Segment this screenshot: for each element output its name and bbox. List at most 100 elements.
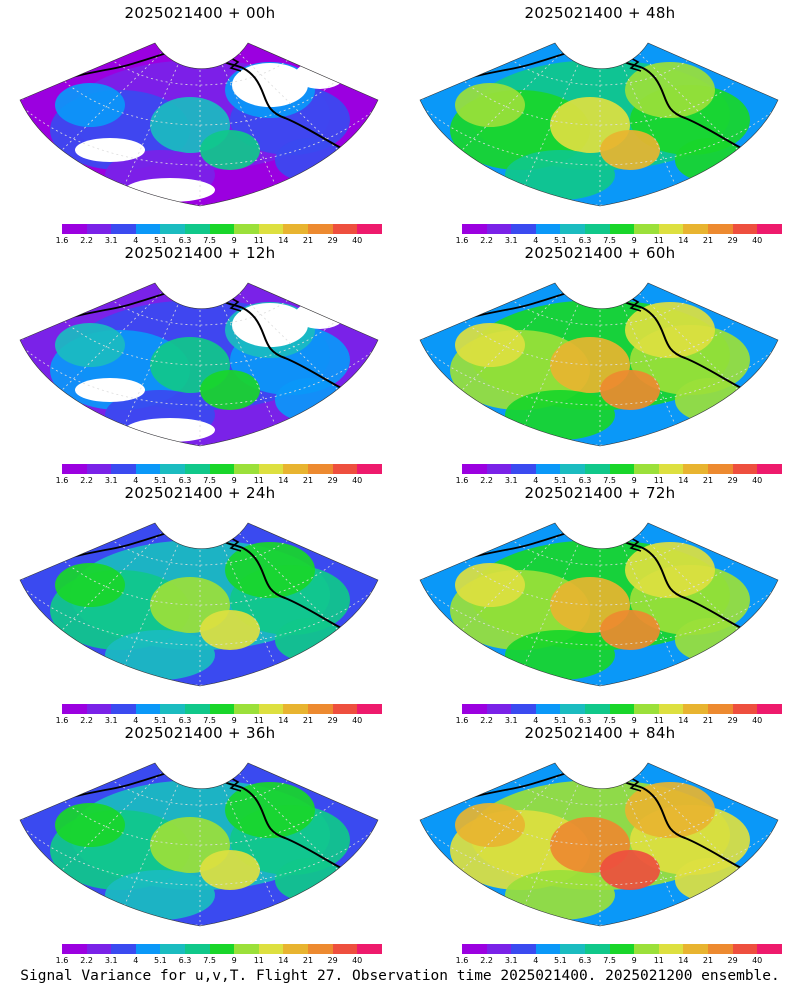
colorbar-swatch [160,704,185,714]
forecast-panel: 2025021400 + 00h 1.6 2.2 3.1 4 5.1 6.3 7.5 9 11 14… [0,0,400,245]
colorbar-swatch [560,944,585,954]
colorbar-tick-label: 40 [352,236,363,245]
colorbar-tick-label: 6.3 [178,236,192,245]
colorbar-tick-label: 9 [231,236,237,245]
colorbar-tick-label: 1.6 [55,476,69,485]
colorbar-labels: 1.6 2.2 3.1 4 5.1 6.3 7.5 9 11 14 21 29 40 [456,236,763,248]
colorbar-tick-label: 6.3 [178,956,192,965]
colorbar-tick-label: 11 [253,476,264,485]
colorbar-tick-label: 7.5 [603,716,616,725]
colorbar-tick-label: 3.1 [504,956,518,965]
colorbar-swatch [560,704,585,714]
colorbar-swatch [462,704,487,714]
forecast-panel: 2025021400 + 84h 1.6 2.2 3.1 4 5.1 6.3 7.5 9 11 14… [400,720,800,965]
colorbar-tick-label: 3.1 [504,236,518,245]
colorbar-swatch [609,224,635,234]
colorbar-tick-label: 5.1 [154,716,167,725]
colorbar-tick-label: 1.6 [55,716,69,725]
colorbar-tick-label: 9 [231,956,237,965]
colorbar-swatch [486,704,512,714]
colorbar-swatch [332,464,358,474]
colorbar-tick-label: 5.1 [554,716,567,725]
colorbar-tick-label: 3.1 [104,476,118,485]
colorbar-swatch [307,464,333,474]
colorbar-swatch [209,224,235,234]
colorbar-swatch [634,224,659,234]
colorbar-swatch [511,944,536,954]
colorbar [462,944,782,954]
colorbar-tick-label: 2.2 [80,476,93,485]
colorbar-tick-label: 7.5 [603,236,616,245]
colorbar-tick-label: 4 [133,236,139,245]
colorbar-labels: 1.6 2.2 3.1 4 5.1 6.3 7.5 9 11 14 21 29 40 [456,956,763,968]
colorbar-tick-label: 40 [752,716,763,725]
colorbar-tick-label: 4 [533,956,539,965]
colorbar-tick-label: 3.1 [104,956,118,965]
polar-stereo-map [419,282,779,447]
colorbar-labels: 1.6 2.2 3.1 4 5.1 6.3 7.5 9 11 14 21 29 40 [56,716,363,728]
forecast-panel: 2025021400 + 24h 1.6 2.2 3.1 4 5.1 6.3 7.5 9 11 14… [0,480,400,725]
forecast-panel: 2025021400 + 72h 1.6 2.2 3.1 4 5.1 6.3 7.5 9 11 14… [400,480,800,725]
colorbar-swatch [658,704,684,714]
colorbar-swatch [283,944,308,954]
colorbar-swatch [160,224,185,234]
colorbar-swatch [757,224,782,234]
colorbar-tick-label: 29 [727,236,738,245]
colorbar-swatch [707,704,733,714]
colorbar-swatch [486,464,512,474]
panel-title: 2025021400 + 00h [124,4,276,22]
colorbar-tick-label: 21 [302,236,314,245]
colorbar-tick-label: 9 [631,476,637,485]
colorbar-tick-label: 4 [533,236,539,245]
colorbar-tick-label: 21 [702,716,714,725]
colorbar-tick-label: 2.2 [80,716,93,725]
colorbar-tick-label: 1.6 [455,476,469,485]
colorbar-swatch [357,704,382,714]
colorbar-tick-label: 21 [302,716,314,725]
colorbar-swatch [757,464,782,474]
colorbar-tick-label: 21 [702,956,714,965]
colorbar-tick-label: 4 [533,716,539,725]
panel-title: 2025021400 + 60h [524,244,676,262]
colorbar [462,224,782,234]
colorbar-tick-label: 4 [533,476,539,485]
colorbar-tick-label: 40 [352,476,363,485]
colorbar-swatch [332,704,358,714]
colorbar-tick-label: 14 [278,476,289,485]
colorbar-swatch [757,704,782,714]
colorbar-swatch [209,464,235,474]
colorbar-swatch [486,944,512,954]
colorbar-tick-label: 29 [327,476,338,485]
colorbar-swatch [307,944,333,954]
colorbar-tick-label: 14 [678,236,689,245]
colorbar-tick-label: 5.1 [554,476,567,485]
colorbar-swatch [683,224,708,234]
colorbar-tick-label: 7.5 [603,956,616,965]
colorbar-swatch [732,224,758,234]
colorbar-swatch [486,224,512,234]
colorbar-tick-label: 7.5 [203,956,216,965]
colorbar-labels: 1.6 2.2 3.1 4 5.1 6.3 7.5 9 11 14 21 29 40 [456,476,763,488]
colorbar-tick-label: 2.2 [480,476,493,485]
colorbar-tick-label: 2.2 [480,716,493,725]
colorbar-tick-label: 1.6 [55,956,69,965]
colorbar-swatch [707,944,733,954]
colorbar-swatch [86,224,112,234]
colorbar-tick-label: 9 [631,956,637,965]
colorbar-swatch [184,464,210,474]
colorbar-swatch [757,944,782,954]
colorbar-swatch [135,944,161,954]
panel-title: 2025021400 + 72h [524,484,676,502]
colorbar-tick-label: 3.1 [504,476,518,485]
colorbar-swatch [184,944,210,954]
colorbar-swatch [609,704,635,714]
colorbar-swatch [160,944,185,954]
colorbar-swatch [258,464,284,474]
colorbar-swatch [111,464,136,474]
colorbar-swatch [658,224,684,234]
colorbar-swatch [209,704,235,714]
colorbar-swatch [209,944,235,954]
colorbar-tick-label: 14 [278,716,289,725]
colorbar-swatch [160,464,185,474]
colorbar-swatch [307,704,333,714]
